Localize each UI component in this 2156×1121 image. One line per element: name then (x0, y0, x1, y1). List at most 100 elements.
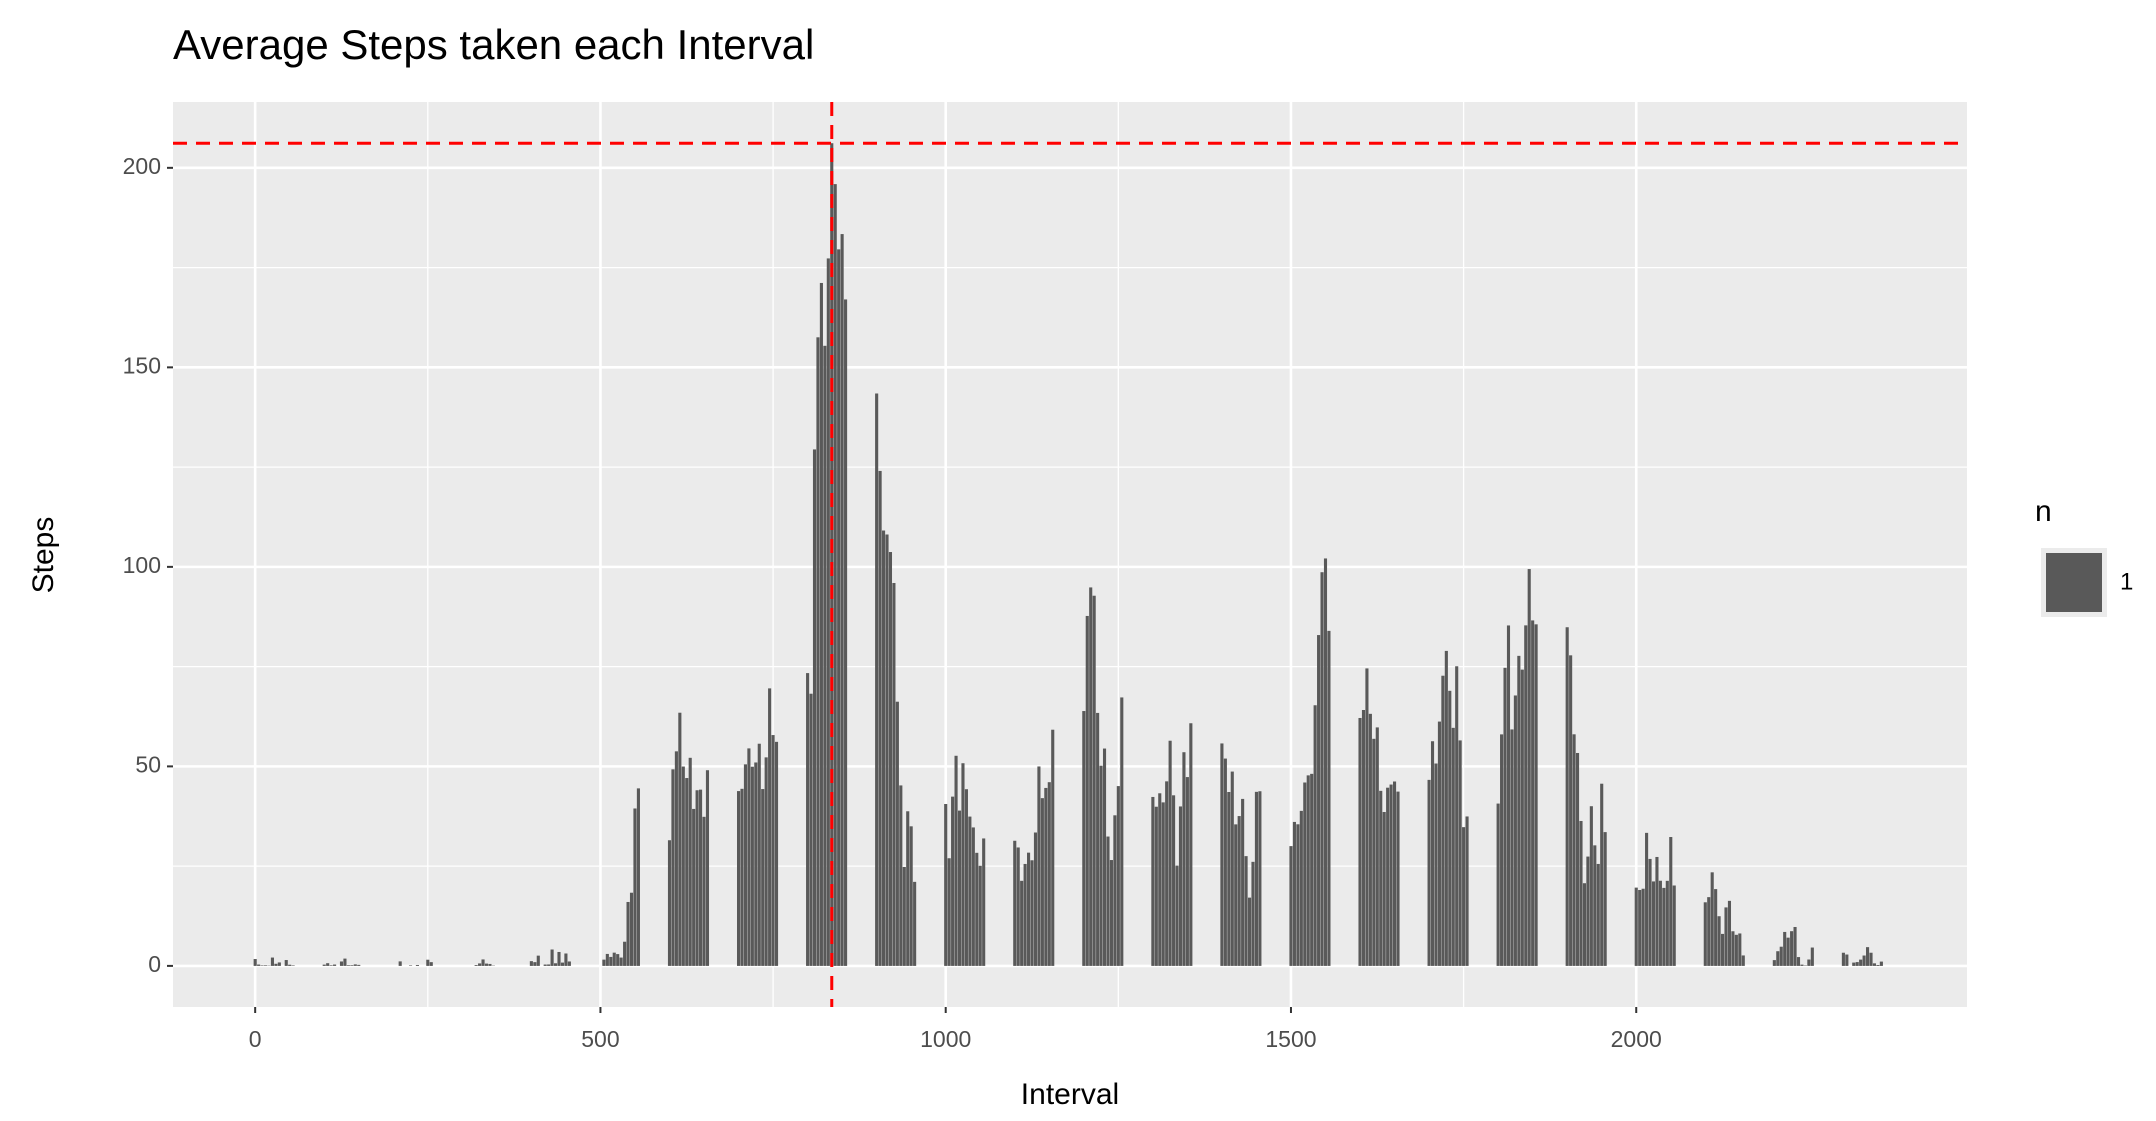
bar (1845, 954, 1849, 966)
bar (692, 808, 696, 966)
bar (260, 965, 264, 966)
bar (543, 964, 547, 966)
bar (1727, 900, 1732, 966)
bar (1741, 955, 1745, 966)
bar (398, 961, 402, 966)
bar (1724, 907, 1728, 966)
bar (1776, 951, 1780, 966)
bar (899, 785, 903, 966)
bar (270, 957, 274, 966)
bar (1323, 558, 1328, 966)
bar (1292, 821, 1296, 966)
bar (771, 735, 775, 966)
bar (1020, 880, 1024, 966)
bar (1879, 961, 1883, 966)
bar (1092, 595, 1096, 966)
bar (633, 808, 637, 966)
bar (1327, 630, 1331, 966)
bar (1220, 743, 1224, 966)
bar (636, 788, 640, 966)
bar (1120, 697, 1124, 966)
bar (1503, 667, 1507, 966)
bar (343, 958, 347, 966)
bar (757, 743, 761, 966)
bar (812, 449, 817, 966)
bar (747, 748, 751, 966)
bar (830, 143, 834, 966)
bar (1051, 729, 1055, 966)
bar (1223, 758, 1227, 966)
bar (909, 826, 913, 966)
bar (1306, 775, 1310, 966)
bar (1047, 782, 1051, 966)
bar (554, 963, 558, 966)
bar (1520, 669, 1524, 966)
bar (844, 299, 848, 966)
bar (277, 962, 281, 966)
bar (1158, 793, 1162, 966)
bar (1810, 947, 1814, 966)
bar (564, 953, 568, 966)
bar (1786, 937, 1790, 966)
bar (1603, 832, 1607, 966)
bar (488, 963, 492, 966)
bar (529, 961, 533, 966)
bar (750, 766, 754, 966)
bar (1089, 587, 1093, 966)
bar (1310, 773, 1314, 966)
bar (1496, 803, 1500, 966)
bar (1106, 836, 1110, 966)
bar (1703, 902, 1707, 966)
bar (1634, 887, 1638, 966)
bar (1247, 897, 1252, 966)
bar (944, 804, 948, 966)
bar (1165, 781, 1169, 966)
bar (1710, 872, 1714, 966)
bar (964, 789, 968, 966)
bar (484, 963, 489, 966)
bar (1465, 816, 1469, 966)
bar (1569, 655, 1573, 966)
bar (743, 764, 748, 966)
bar (1037, 766, 1041, 966)
bar (1299, 810, 1303, 966)
bar (1030, 860, 1034, 966)
bar (975, 852, 979, 966)
bar (1234, 824, 1238, 966)
bar (1714, 889, 1718, 966)
bar (978, 865, 982, 966)
bar (284, 960, 288, 966)
bar (1859, 959, 1863, 966)
bar (1258, 791, 1262, 966)
bar (1506, 625, 1511, 966)
x-tick-label: 1000 (920, 1026, 971, 1052)
bar (1096, 712, 1100, 966)
bar (754, 762, 758, 966)
bar (1462, 827, 1466, 966)
bar (685, 778, 689, 966)
bar (1317, 635, 1321, 966)
legend-key (2046, 553, 2102, 612)
y-tick-label: 150 (123, 352, 161, 378)
bar (1665, 880, 1669, 966)
bar (274, 963, 278, 966)
bar (1241, 798, 1245, 966)
bar (681, 766, 685, 966)
bar (833, 184, 837, 966)
bar (1645, 832, 1649, 966)
panel (173, 102, 1967, 1007)
bar (474, 965, 478, 966)
bar (1437, 721, 1441, 966)
bar (823, 345, 827, 966)
bar (1738, 933, 1742, 966)
bar (1793, 926, 1797, 966)
x-tick-label: 2000 (1611, 1026, 1662, 1052)
bar (1237, 816, 1241, 966)
bar (1500, 734, 1504, 966)
bar (1451, 727, 1455, 966)
bar (816, 337, 820, 966)
bar (1102, 748, 1107, 966)
bar (957, 810, 962, 966)
bar (1669, 837, 1673, 966)
